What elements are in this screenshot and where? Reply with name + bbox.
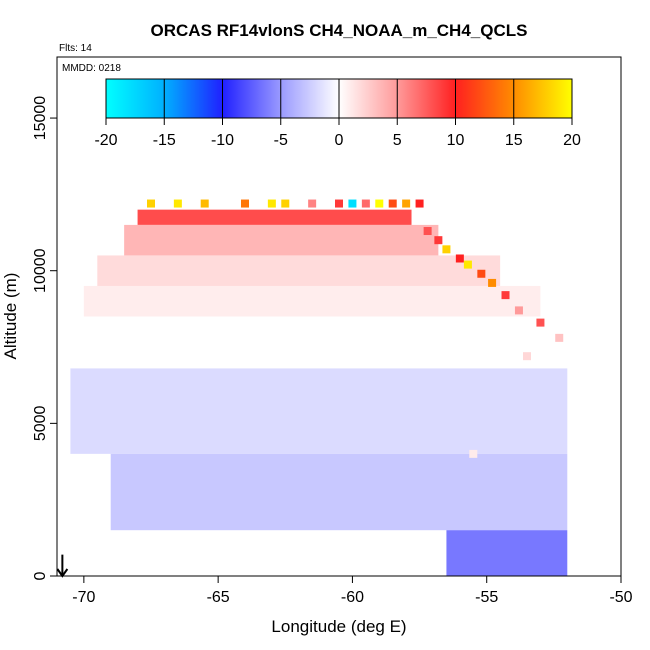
heatmap-band <box>110 453 568 531</box>
heatmap-cell <box>469 449 478 458</box>
x-tick-label: -70 <box>72 589 95 606</box>
heatmap-cell <box>434 236 443 245</box>
colorbar-tick-label: 15 <box>505 132 523 149</box>
heatmap-cell <box>308 199 317 208</box>
heatmap-cell <box>267 199 276 208</box>
colorbar-tick-label: 5 <box>393 132 402 149</box>
colorbar-tick-label: -15 <box>153 132 176 149</box>
colorbar-tick-label: -10 <box>211 132 234 149</box>
flight-direction-arrow <box>56 554 69 578</box>
heatmap-cell <box>402 199 411 208</box>
y-tick-label: 10000 <box>32 248 49 293</box>
x-tick-label: -50 <box>609 589 632 606</box>
heatmap-cell <box>348 199 357 208</box>
heatmap-band <box>70 368 568 454</box>
x-axis-label: Longitude (deg E) <box>271 617 406 636</box>
heatmap-band <box>124 224 439 256</box>
heatmap-cell <box>388 199 397 208</box>
colorbar: -20 -15 -10 -5 0 5 10 15 20 <box>94 78 581 149</box>
heatmap-cell <box>423 227 432 236</box>
heatmap-band <box>97 255 501 286</box>
heatmap-cell <box>536 318 545 327</box>
heatmap-cell <box>555 333 564 342</box>
heatmap-bands <box>70 209 568 576</box>
heatmap-cell <box>442 245 451 254</box>
x-tick-label: -65 <box>207 589 230 606</box>
y-axis: 0 5000 10000 15000 <box>32 96 57 580</box>
heatmap-cell <box>335 199 343 208</box>
x-axis: -70 -65 -60 -55 -50 <box>72 576 633 606</box>
y-tick-label: 15000 <box>32 96 49 141</box>
date-label: MMDD: 0218 <box>62 63 121 74</box>
x-tick-label: -55 <box>475 589 498 606</box>
heatmap-cell <box>281 199 290 208</box>
heatmap-band <box>83 285 541 317</box>
plot-frame <box>56 56 622 577</box>
heatmap-cell <box>361 199 370 208</box>
heatmap-cells <box>147 199 564 458</box>
colorbar-tick-label: 20 <box>563 132 581 149</box>
heatmap-cell <box>415 199 424 208</box>
heatmap-band <box>137 209 412 225</box>
heatmap-cell <box>477 269 486 278</box>
arrow-head <box>56 568 69 578</box>
flights-label: Flts: 14 <box>59 43 92 54</box>
colorbar-tick-label: 10 <box>447 132 465 149</box>
heatmap-cell <box>501 291 510 300</box>
chart-title: ORCAS RF14vlonS CH4_NOAA_m_CH4_QCLS <box>151 21 528 40</box>
colorbar-tick-label: -20 <box>94 132 117 149</box>
plot-area <box>70 199 568 576</box>
heatmap-cell <box>173 199 182 208</box>
heatmap-cell <box>147 199 155 208</box>
y-tick-label: 5000 <box>32 405 49 441</box>
heatmap-band <box>446 530 568 576</box>
colorbar-tick-label: -5 <box>274 132 288 149</box>
heatmap-cell <box>523 352 531 361</box>
heatmap-cell <box>241 199 249 208</box>
heatmap-cell <box>200 199 209 208</box>
heatmap-cell <box>514 306 523 315</box>
y-axis-label: Altitude (m) <box>1 273 20 360</box>
colorbar-ticks: -20 -15 -10 -5 0 5 10 15 20 <box>94 79 581 149</box>
heatmap-cell <box>455 254 464 263</box>
x-tick-label: -60 <box>341 589 364 606</box>
heatmap-cell <box>375 199 384 208</box>
heatmap-cell <box>488 278 497 287</box>
y-tick-label: 0 <box>32 571 49 580</box>
colorbar-tick-label: 0 <box>335 132 344 149</box>
heatmap-cell <box>463 260 472 269</box>
